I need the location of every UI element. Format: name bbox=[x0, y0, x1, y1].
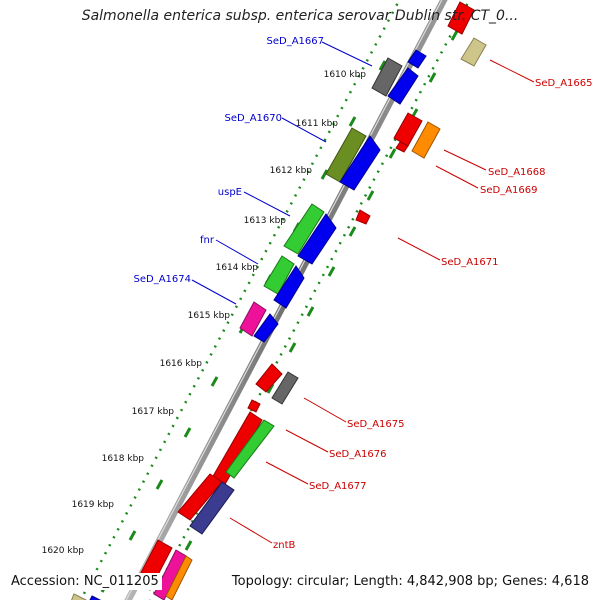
tick-label: 1617 kbp bbox=[132, 407, 175, 417]
reverse-strand-genes bbox=[71, 49, 427, 600]
gene-small-red bbox=[395, 141, 409, 153]
gene-label: SeD_A1676 bbox=[329, 449, 387, 460]
gene-red-large bbox=[177, 473, 223, 521]
gene-labels-left: SeD_A1667 SeD_A1670 uspE fnr SeD_A1674 bbox=[134, 36, 325, 285]
gene-SeD_A1665-part bbox=[447, 1, 475, 35]
gene-orange-bottom bbox=[165, 555, 193, 600]
callout-lines-right bbox=[229, 59, 535, 544]
gene-label: uspE bbox=[218, 187, 242, 198]
tick-label: 1615 kbp bbox=[188, 311, 231, 321]
tick-label: 1619 kbp bbox=[72, 500, 115, 510]
tick-label: 1612 kbp bbox=[270, 166, 313, 176]
gene-blue-5 bbox=[253, 313, 279, 343]
genome-summary: Topology: circular; Length: 4,842,908 bp… bbox=[228, 573, 592, 590]
gene-SeD_A1674 bbox=[239, 301, 267, 337]
genome-title: Salmonella enterica subsp. enterica sero… bbox=[81, 8, 519, 24]
gene-SeD_A1677 bbox=[225, 419, 275, 479]
tick-label: 1616 kbp bbox=[160, 359, 203, 369]
gene-label: SeD_A1677 bbox=[309, 481, 367, 492]
gene-label: SeD_A1668 bbox=[488, 167, 546, 178]
gene-label: SeD_A1671 bbox=[441, 257, 499, 268]
tick-label: 1618 kbp bbox=[102, 454, 145, 464]
tick-label: 1613 kbp bbox=[244, 216, 287, 226]
callout-lines-left bbox=[191, 41, 373, 305]
gene-SeD_A1669 bbox=[411, 121, 441, 159]
gene-blue-bottom bbox=[89, 595, 102, 600]
gene-SeD_A1675 bbox=[255, 363, 283, 393]
gene-label: zntB bbox=[273, 540, 296, 551]
gene-labels-right: SeD_A1665 SeD_A1668 SeD_A1669 SeD_A1671 … bbox=[273, 78, 593, 551]
gene-SeD_A1671 bbox=[355, 209, 371, 225]
gene-SeD_A1665 bbox=[460, 37, 487, 67]
forward-strand-genes bbox=[355, 1, 487, 225]
gene-label: SeD_A1669 bbox=[480, 185, 538, 196]
gene-khaki-bottom bbox=[71, 593, 87, 600]
tick-label: 1620 kbp bbox=[42, 546, 85, 556]
gene-label: SeD_A1670 bbox=[225, 113, 283, 124]
kbp-tick-labels: 1610 kbp 1611 kbp 1612 kbp 1613 kbp 1614… bbox=[42, 70, 367, 556]
gene-label: fnr bbox=[200, 235, 215, 246]
gene-SeD_A1667-arrow bbox=[407, 49, 427, 69]
gene-label: SeD_A1674 bbox=[134, 274, 192, 285]
gene-blue-1 bbox=[387, 67, 419, 105]
gene-blue-4 bbox=[273, 265, 305, 309]
gene-blue-2 bbox=[339, 135, 381, 191]
gene-SeD_A1667 bbox=[371, 57, 403, 97]
gene-small-red-2 bbox=[247, 399, 261, 413]
tick-label: 1611 kbp bbox=[296, 119, 339, 129]
gene-gray-2 bbox=[271, 371, 299, 405]
accession-label: Accession: NC_011205 bbox=[8, 573, 162, 590]
gene-label: SeD_A1675 bbox=[347, 419, 405, 430]
outer-dotted-ring bbox=[149, 0, 471, 600]
gene-zntB bbox=[189, 481, 235, 535]
tick-label: 1610 kbp bbox=[324, 70, 367, 80]
gene-label: SeD_A1667 bbox=[267, 36, 325, 47]
inner-dotted-ring bbox=[79, 0, 401, 600]
gene-blue-3 bbox=[297, 213, 337, 265]
gene-uspE bbox=[283, 203, 325, 255]
gene-label: SeD_A1665 bbox=[535, 78, 593, 89]
tick-label: 1614 kbp bbox=[216, 263, 259, 273]
